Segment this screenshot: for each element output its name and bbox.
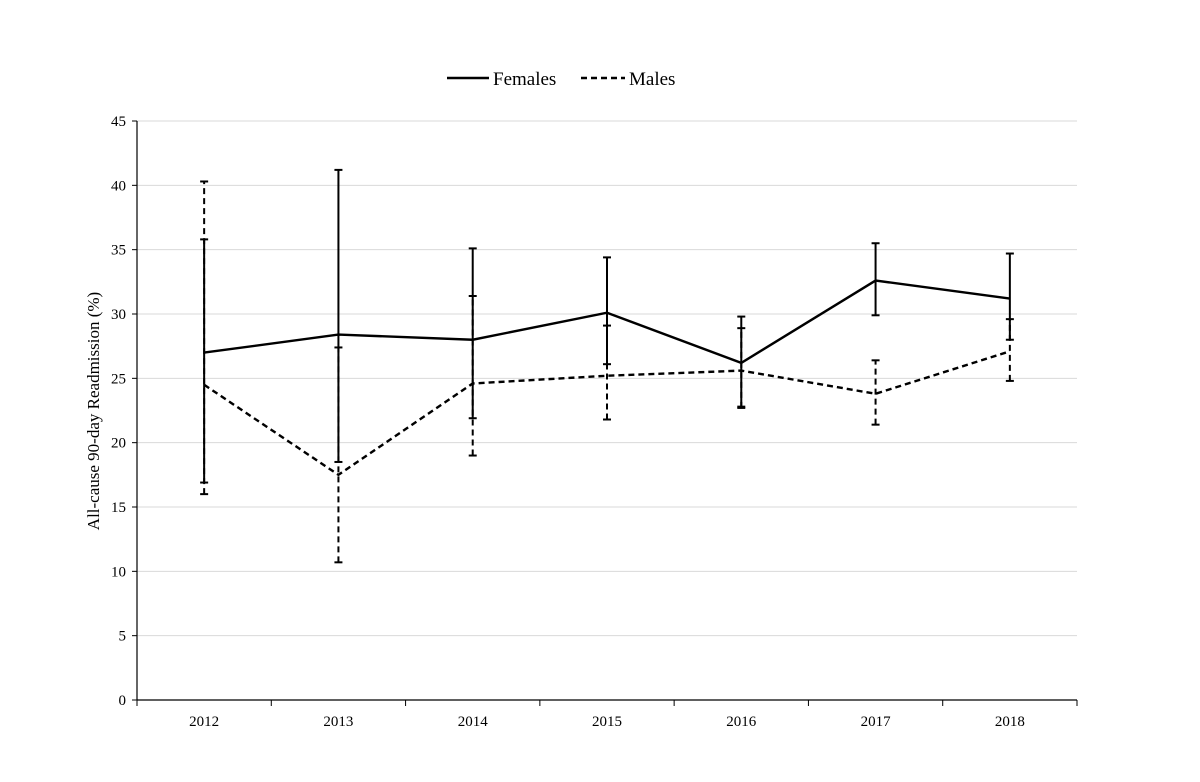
y-tick-label: 5 — [119, 629, 127, 645]
series-layer — [200, 168, 1014, 564]
y-tick-label: 20 — [111, 436, 126, 452]
legend-label-females: Females — [493, 69, 556, 90]
legend: Females Males — [447, 69, 675, 90]
y-tick-label: 0 — [119, 693, 127, 709]
x-tick-label: 2014 — [458, 714, 489, 730]
y-axis-ticks: 0 5 10 15 20 25 30 35 40 45 — [111, 114, 137, 709]
y-tick-label: 30 — [111, 307, 126, 323]
y-tick-label: 25 — [111, 371, 126, 387]
y-tick-label: 40 — [111, 178, 126, 194]
series-males — [200, 180, 1014, 564]
x-tick-label: 2012 — [189, 714, 219, 730]
axes — [136, 121, 1077, 701]
x-axis-ticks: 2012 2013 2014 2015 2016 2017 2018 — [136, 700, 1078, 730]
x-tick-label: 2015 — [592, 714, 622, 730]
y-tick-label: 45 — [111, 114, 126, 130]
x-tick-label: 2017 — [861, 714, 892, 730]
series-line — [203, 279, 1011, 365]
y-axis-title: All-cause 90-day Readmission (%) — [84, 292, 103, 530]
y-tick-label: 35 — [111, 243, 126, 259]
y-tick-label: 15 — [111, 500, 126, 516]
legend-label-males: Males — [629, 69, 675, 90]
x-tick-label: 2018 — [995, 714, 1025, 730]
x-tick-label: 2013 — [323, 714, 353, 730]
y-tick-label: 10 — [111, 564, 126, 580]
x-tick-label: 2016 — [726, 714, 757, 730]
series-line — [203, 350, 1011, 477]
